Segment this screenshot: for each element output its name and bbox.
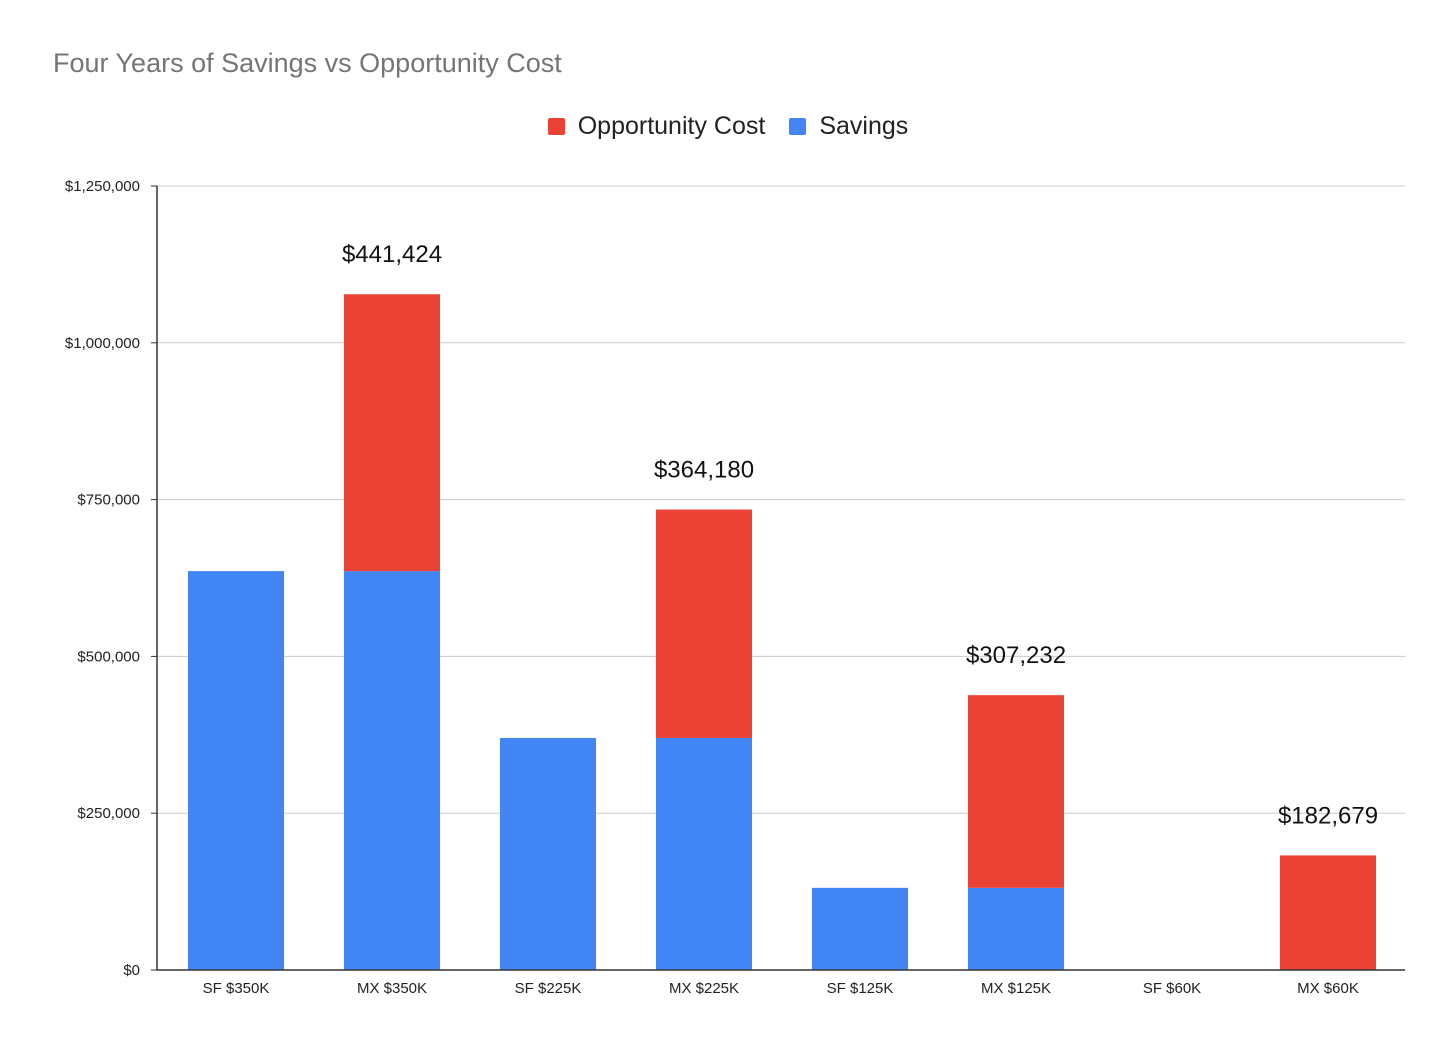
x-tick-label: MX $60K	[1297, 980, 1359, 997]
bar-savings	[968, 887, 1064, 970]
legend-item-savings[interactable]: Savings	[789, 112, 908, 141]
chart-title: Four Years of Savings vs Opportunity Cos…	[53, 48, 562, 78]
y-tick-label: $0	[123, 962, 140, 979]
data-label: $441,424	[342, 241, 442, 268]
bar-savings	[188, 571, 284, 970]
bar-savings	[656, 737, 752, 970]
legend: Opportunity Cost Savings	[0, 112, 1456, 141]
legend-swatch-opportunity-cost	[547, 118, 565, 135]
gridlines	[151, 185, 1405, 971]
legend-label-savings: Savings	[819, 112, 909, 140]
y-tick-label: $250,000	[77, 805, 140, 822]
bar-opportunity-cost	[1280, 855, 1376, 970]
y-tick-label: $750,000	[77, 492, 140, 509]
legend-item-opportunity-cost[interactable]: Opportunity Cost	[547, 112, 766, 141]
x-tick-label: SF $125K	[827, 980, 894, 997]
x-tick-label: MX $350K	[357, 980, 427, 997]
bar-opportunity-cost	[656, 509, 752, 738]
x-tick-label: MX $225K	[669, 980, 739, 997]
bar-opportunity-cost	[344, 294, 440, 572]
x-tick-label: SF $225K	[515, 980, 582, 997]
bar-opportunity-cost	[968, 695, 1064, 888]
x-tick-label: MX $125K	[981, 980, 1051, 997]
data-label: $307,232	[966, 642, 1066, 669]
axes	[156, 186, 1405, 971]
bars	[188, 294, 1376, 970]
x-tick-labels: SF $350K MX $350K SF $225K MX $225K SF $125K…	[203, 980, 1359, 997]
data-label: $182,679	[1278, 802, 1378, 829]
x-tick-label: SF $60K	[1143, 980, 1201, 997]
bar-savings	[344, 571, 440, 970]
legend-label-opportunity-cost: Opportunity Cost	[577, 112, 766, 140]
y-tick-labels: $0 $250,000 $500,000 $750,000 $1,000,000 $1,2…	[65, 178, 140, 979]
x-tick-label: SF $350K	[203, 980, 270, 997]
data-labels: $441,424 $364,180 $307,232 $182,679	[342, 241, 1378, 829]
y-tick-label: $500,000	[77, 648, 140, 665]
data-label: $364,180	[654, 457, 754, 484]
bar-savings	[812, 887, 908, 970]
bar-savings	[500, 737, 596, 970]
legend-swatch-savings	[789, 118, 807, 135]
y-tick-label: $1,250,000	[65, 178, 140, 195]
y-tick-label: $1,000,000	[65, 335, 140, 352]
